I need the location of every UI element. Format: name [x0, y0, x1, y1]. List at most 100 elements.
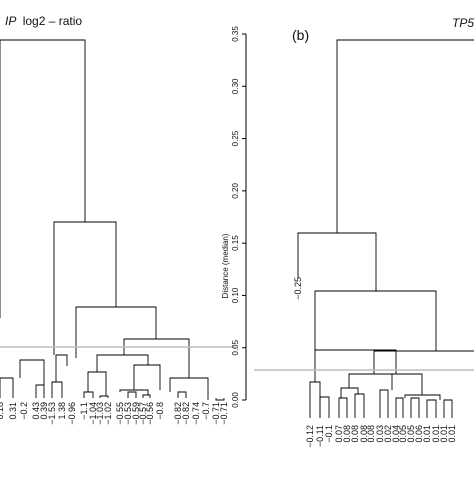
right-leaf-label: 0.01	[439, 425, 449, 443]
right-dendrogram-links: −0.25	[293, 39, 474, 418]
left-leaf-label: −0.53	[123, 402, 133, 425]
left-leaf-label: −1.53	[47, 402, 57, 425]
right-leaf-label: 0.05	[398, 425, 408, 443]
left-leaf-label: −0.71	[219, 402, 229, 425]
left-title-rest: log2 – ratio	[23, 14, 83, 28]
left-link	[119, 389, 149, 395]
left-link	[142, 394, 151, 398]
y-tick-label: 0.20	[231, 183, 240, 199]
right-leaf-label: 0.03	[375, 425, 385, 443]
right-leaf-label: 0.06	[414, 425, 424, 443]
left-panel-title: IP log2 – ratio	[5, 14, 82, 28]
left-leaf-label: −0.71	[211, 402, 221, 425]
right-link	[297, 232, 377, 291]
right-leaf-label: 0.01	[431, 425, 441, 443]
right-leaf-label: −0.12	[305, 425, 315, 448]
right-leaf-label: 0.07	[334, 425, 344, 443]
y-tick-label: 0.35	[231, 26, 240, 42]
right-link	[340, 387, 359, 398]
right-leaf-labels: −0.12 −0.11 −0.1 0.070.080.08 0.080.08 0.030.…	[305, 425, 457, 448]
y-tick-label: 0.15	[231, 235, 240, 251]
left-leaf-label: −0.82	[181, 402, 191, 425]
right-leaf-label: 0.01	[447, 425, 457, 443]
left-leaf-label: −0.59	[131, 402, 141, 425]
right-isolated-leaf-label: −0.25	[293, 277, 303, 300]
right-leaf-label: 0.08	[350, 425, 360, 443]
right-link	[319, 396, 330, 418]
right-link	[443, 399, 453, 418]
y-axis-ticks: 0.00 0.05 0.10 0.15 0.20 0.25 0.30 0.35	[231, 26, 246, 408]
left-link	[215, 398, 225, 401]
right-leaf-label: 0.05	[406, 425, 416, 443]
left-leaf-label: −1.1	[79, 402, 89, 420]
left-title-italic: IP	[5, 14, 16, 28]
left-leaf-label: −1.02	[103, 402, 113, 425]
left-link	[19, 359, 45, 385]
right-link	[373, 350, 474, 374]
left-link	[0, 377, 14, 398]
right-leaf-label: −0.11	[315, 425, 325, 447]
left-link	[53, 221, 117, 355]
right-leaf-label: 0.02	[383, 425, 393, 443]
left-link	[177, 391, 187, 398]
left-leaf-label: 0.39	[39, 402, 49, 420]
left-leaf-label: −0.57	[138, 402, 148, 425]
left-link	[83, 391, 94, 398]
right-link	[426, 399, 437, 418]
left-link	[0, 39, 86, 318]
right-link	[379, 389, 389, 418]
right-link	[309, 381, 321, 418]
left-link	[96, 354, 149, 372]
right-panel-title: TP5	[452, 16, 474, 30]
left-leaf-label: −1.04	[88, 402, 98, 425]
left-leaf-label: −0.96	[67, 402, 77, 425]
right-link	[410, 397, 420, 418]
left-leaf-label: 0.43	[31, 402, 41, 420]
right-panel-label: (b)	[292, 27, 309, 43]
left-leaf-label: −0.55	[115, 402, 125, 425]
right-leaf-label: 0.08	[366, 425, 376, 443]
left-leaf-label: 0.18	[0, 402, 5, 420]
left-leaf-label: −0.56	[145, 402, 155, 425]
right-link	[395, 397, 404, 418]
right-panel: (b) TP5 0.00 0.05 0.10 0.15 0.20 0.25 0.30 0.35…	[221, 16, 474, 448]
right-link	[354, 393, 365, 418]
left-leaf-label: −0.82	[173, 402, 183, 425]
y-tick-label: 0.05	[231, 339, 240, 355]
right-leaf-label: 0.08	[359, 425, 369, 443]
left-link	[99, 395, 109, 398]
y-tick-label: 0.00	[231, 392, 240, 408]
right-link	[370, 373, 423, 395]
left-link	[127, 391, 137, 398]
y-axis-label: Distance (median)	[221, 233, 230, 298]
left-leaf-label: −0.7	[201, 402, 211, 420]
right-link	[314, 290, 437, 351]
y-tick-label: 0.25	[231, 130, 240, 146]
left-dendrogram-links	[0, 39, 225, 401]
right-link	[314, 349, 397, 382]
left-panel: IP log2 – ratio 0.18 0.31 −0.2 0.430.39−1.5…	[0, 14, 236, 425]
left-leaf-label: −1.03	[95, 402, 105, 425]
left-link	[35, 384, 45, 398]
left-link	[133, 364, 161, 390]
left-leaf-label: −0.74	[191, 402, 201, 425]
right-leaf-label: 0.04	[391, 425, 401, 443]
left-leaf-label: −0.8	[155, 402, 165, 420]
left-link	[51, 381, 63, 398]
right-leaf-label: −0.1	[324, 425, 334, 443]
right-leaf-label: 0.08	[342, 425, 352, 443]
right-link	[336, 39, 474, 233]
left-leaf-labels: 0.18 0.31 −0.2 0.430.39−1.53 1.38 −0.96 −1.1 −1…	[0, 402, 229, 425]
right-link	[338, 397, 348, 418]
y-tick-label: 0.10	[231, 287, 240, 303]
right-leaf-label: 0.01	[422, 425, 432, 443]
y-tick-label: 0.30	[231, 78, 240, 94]
left-leaf-label: −0.2	[19, 402, 29, 420]
left-link	[169, 377, 209, 400]
right-link	[404, 394, 441, 400]
left-link	[75, 306, 157, 358]
left-leaf-label: 0.31	[8, 402, 18, 420]
left-leaf-label: 1.38	[57, 402, 67, 420]
left-link	[55, 354, 68, 382]
